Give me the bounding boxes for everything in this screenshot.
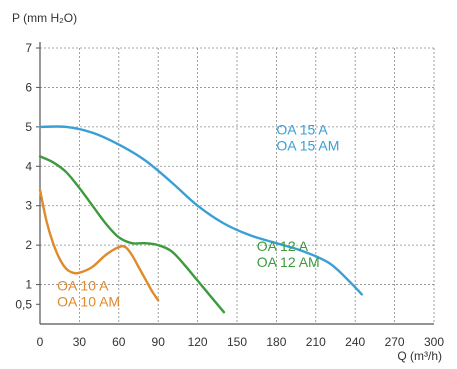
series-label-line2: OA 10 AM xyxy=(57,293,120,309)
x-tick-label: 240 xyxy=(345,335,365,349)
x-tick-label: 60 xyxy=(112,335,126,349)
series-line xyxy=(38,155,226,314)
y-tick-label: 5 xyxy=(25,120,32,134)
y-tick-label: 3 xyxy=(25,199,32,213)
series-label: OA 15 A xyxy=(276,122,328,138)
y-tick-label: 4 xyxy=(25,159,32,173)
x-tick-label: 300 xyxy=(424,335,444,349)
x-tick-label: 210 xyxy=(306,335,326,349)
series-line xyxy=(38,188,160,302)
series-label-line2: OA 15 AM xyxy=(276,138,339,154)
y-axis-title: P (mm H₂O) xyxy=(12,11,77,25)
y-tick-labels: 0,5 1 2 3 4 5 6 7 xyxy=(15,41,32,311)
x-tick-label: 0 xyxy=(37,335,44,349)
y-tick-label: 7 xyxy=(25,41,32,55)
series-labels: OA 15 AOA 15 AM OA 12 AOA 12 AM OA 10 AOA … xyxy=(57,122,339,310)
x-tick-label: 120 xyxy=(188,335,208,349)
series-label: OA 10 A xyxy=(57,277,109,293)
x-tick-label: 180 xyxy=(266,335,286,349)
y-tick-label: 1 xyxy=(25,278,32,292)
y-tick-label: 0,5 xyxy=(15,297,32,311)
y-tick-label: 6 xyxy=(25,80,32,94)
x-tick-label: 90 xyxy=(152,335,166,349)
x-tick-labels: 0 30 60 90 120 150 180 210 240 270 300 xyxy=(37,335,445,349)
y-tick-label: 2 xyxy=(25,238,32,252)
x-axis-title: Q (m³/h) xyxy=(397,349,442,363)
x-tick-label: 150 xyxy=(227,335,247,349)
x-tick-label: 30 xyxy=(73,335,87,349)
x-tick-label: 270 xyxy=(385,335,405,349)
series-label-line2: OA 12 AM xyxy=(257,254,320,270)
series-label: OA 12 A xyxy=(257,238,309,254)
grid xyxy=(40,47,435,324)
series-lines xyxy=(38,125,363,314)
series-line xyxy=(38,125,363,296)
